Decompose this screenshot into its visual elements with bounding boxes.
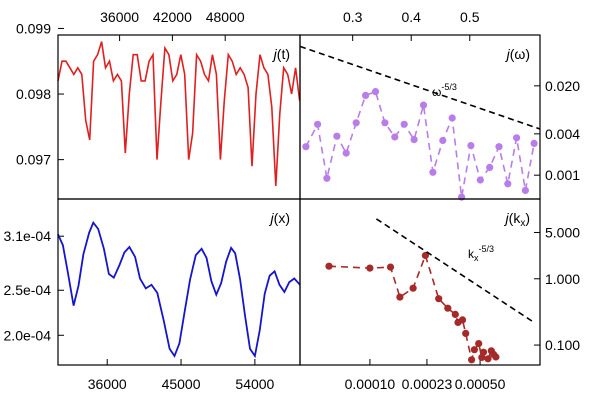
panel-title-jt: j(t)	[272, 46, 290, 62]
jk-data-point	[458, 316, 467, 324]
jw-data-point	[486, 163, 494, 171]
jt-xtick-label: 36000	[100, 9, 139, 25]
jk-data-point	[468, 356, 476, 364]
plot-jt-series	[57, 41, 301, 186]
jk-data-point	[451, 310, 459, 318]
jx-ytick-label: 3.1e-04	[4, 228, 52, 244]
annotation-omega-slope: ω-5/3	[432, 82, 457, 99]
jk-data-point	[444, 304, 452, 312]
jw-xtick-label: 0.5	[460, 9, 480, 25]
jk-ytick-label: 1.000	[545, 271, 580, 287]
jk-data-point	[366, 264, 374, 272]
jk-data-point	[396, 293, 404, 301]
panel-title-jx: j(x)	[269, 210, 290, 226]
jx-ytick-label: 2.0e-04	[4, 327, 52, 343]
jw-data-point	[419, 101, 428, 109]
jw-data-point	[342, 149, 350, 157]
jx-series-line	[57, 220, 301, 359]
jk-reference-slope-line	[375, 218, 535, 324]
jx-xtick-label: 54000	[235, 376, 274, 392]
jt-ytick-label: 0.098	[16, 86, 51, 102]
jw-data-point	[371, 88, 380, 96]
jw-data-point	[467, 142, 475, 150]
jw-data-point	[352, 119, 360, 127]
jk-data-point	[492, 353, 500, 361]
jw-data-point	[458, 193, 466, 201]
jw-ytick-label: 0.001	[545, 167, 580, 183]
jw-data-point	[429, 168, 437, 176]
jk-data-point	[409, 284, 417, 292]
jw-ytick-label: 0.004	[545, 126, 580, 142]
jw-data-point	[323, 174, 331, 182]
jt-xtick-label: 48000	[206, 9, 245, 25]
plot-jw-series	[299, 45, 541, 201]
jw-data-point	[476, 176, 484, 184]
jk-data-point	[435, 295, 443, 303]
jx-ytick-label: 2.5e-04	[4, 282, 52, 298]
jw-data-point	[400, 120, 408, 128]
jk-ytick-label: 0.100	[545, 337, 580, 353]
jw-xtick-label: 0.3	[343, 9, 363, 25]
jk-series-line	[328, 253, 497, 361]
jw-data-point	[439, 136, 447, 145]
jw-ytick-label: 0.020	[545, 78, 580, 94]
jk-data-point	[479, 348, 488, 356]
jw-data-point	[391, 133, 399, 141]
jk-xtick-label: 0.00050	[455, 376, 506, 392]
jw-data-point	[381, 119, 389, 127]
jx-xtick-label: 45000	[162, 376, 201, 392]
panel-title-jw: j(ω)	[505, 46, 530, 62]
jw-data-point	[513, 134, 521, 142]
jt-xtick-label: 42000	[153, 9, 192, 25]
jk-data-point	[325, 262, 333, 270]
jw-xtick-label: 0.4	[401, 9, 421, 25]
plot-jx-series	[57, 220, 301, 359]
jw-data-point	[521, 186, 530, 194]
jk-xtick-label: 0.00010	[345, 376, 396, 392]
jw-data-point	[314, 120, 322, 128]
jw-data-point	[530, 139, 538, 147]
jw-data-point	[448, 114, 456, 122]
jk-data-point	[470, 346, 478, 354]
jk-ytick-label: 5.000	[545, 224, 580, 240]
jk-data-point	[475, 340, 483, 348]
jw-data-point	[504, 180, 512, 188]
jw-data-point	[302, 143, 310, 151]
jk-data-point	[421, 251, 429, 260]
plot-jk-series	[325, 218, 535, 364]
jk-xtick-label: 0.00023	[402, 376, 453, 392]
jw-data-point	[495, 143, 503, 151]
jw-data-point	[333, 132, 341, 140]
panel-frame-jk	[299, 198, 541, 366]
jw-data-point	[410, 136, 418, 144]
jx-xtick-label: 36000	[88, 376, 127, 392]
jt-series-line	[57, 41, 301, 186]
jt-ytick-label: 0.097	[16, 152, 51, 168]
jw-reference-slope-line	[299, 45, 541, 130]
jw-data-point	[362, 91, 370, 99]
annotation-kx-slope: kx-5/3	[468, 244, 494, 263]
panel-title-jk: j(kx)	[504, 210, 530, 229]
jk-data-point	[462, 329, 470, 337]
jk-data-point	[386, 263, 395, 271]
jt-ytick-label: 0.099	[16, 20, 51, 36]
jk-data-point	[484, 355, 492, 363]
